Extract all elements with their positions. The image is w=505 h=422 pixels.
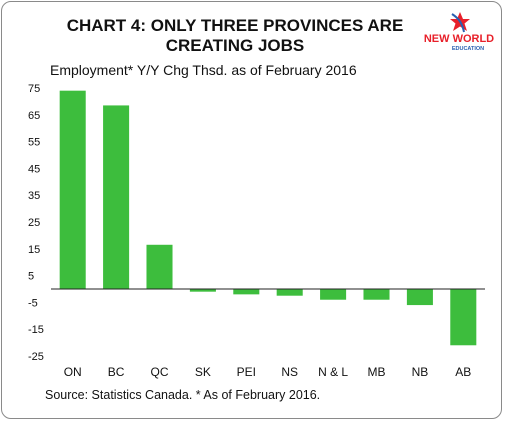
x-tick-label: MB [368, 365, 386, 379]
y-axis: 75 65 55 45 35 25 15 5 -5 -15 -25 [28, 83, 44, 363]
y-tick-label: 5 [28, 271, 34, 283]
bars [59, 90, 477, 346]
chart-subtitle: Employment* Y/Y Chg Thsd. as of February… [50, 62, 357, 78]
new-world-education-logo: NEW WORLD EDUCATION [424, 12, 494, 52]
y-tick-label: -15 [28, 324, 44, 336]
y-tick-label: 65 [28, 110, 40, 122]
y-tick-label: -5 [28, 297, 38, 309]
y-tick-label: 75 [28, 83, 40, 95]
y-tick-label: 55 [28, 137, 40, 149]
bar-nb [406, 289, 433, 306]
y-tick-label: 15 [28, 244, 40, 256]
bar-sk [189, 289, 216, 292]
source-note: Source: Statistics Canada. * As of Febru… [45, 388, 321, 402]
y-tick-label: 25 [28, 217, 40, 229]
y-tick-label: 45 [28, 163, 40, 175]
bar-ns [276, 289, 303, 296]
bar-on [59, 90, 86, 290]
y-tick-label: -25 [28, 351, 44, 363]
x-tick-label: NS [281, 365, 298, 379]
chart-title: CHART 4: ONLY THREE PROVINCES ARE CREATI… [66, 16, 404, 55]
bar-n-l [320, 289, 347, 300]
x-tick-label: ON [64, 365, 82, 379]
bar-ab [450, 289, 477, 346]
bar-bc [103, 105, 130, 289]
x-tick-label: N & L [318, 365, 348, 379]
bar-qc [146, 244, 173, 289]
x-tick-label: SK [195, 365, 211, 379]
x-tick-label: PEI [237, 365, 256, 379]
x-tick-label: NB [412, 365, 429, 379]
logo-line1: NEW WORLD [424, 33, 494, 45]
x-tick-label: QC [151, 365, 169, 379]
y-tick-label: 35 [28, 190, 40, 202]
x-tick-label: BC [108, 365, 125, 379]
bar-mb [363, 289, 390, 300]
x-axis-labels: ON BC QC SK PEI NS N & L MB NB AB [64, 365, 472, 379]
logo-line2: EDUCATION [452, 46, 484, 52]
bar-pei [233, 289, 260, 295]
x-tick-label: AB [455, 365, 471, 379]
